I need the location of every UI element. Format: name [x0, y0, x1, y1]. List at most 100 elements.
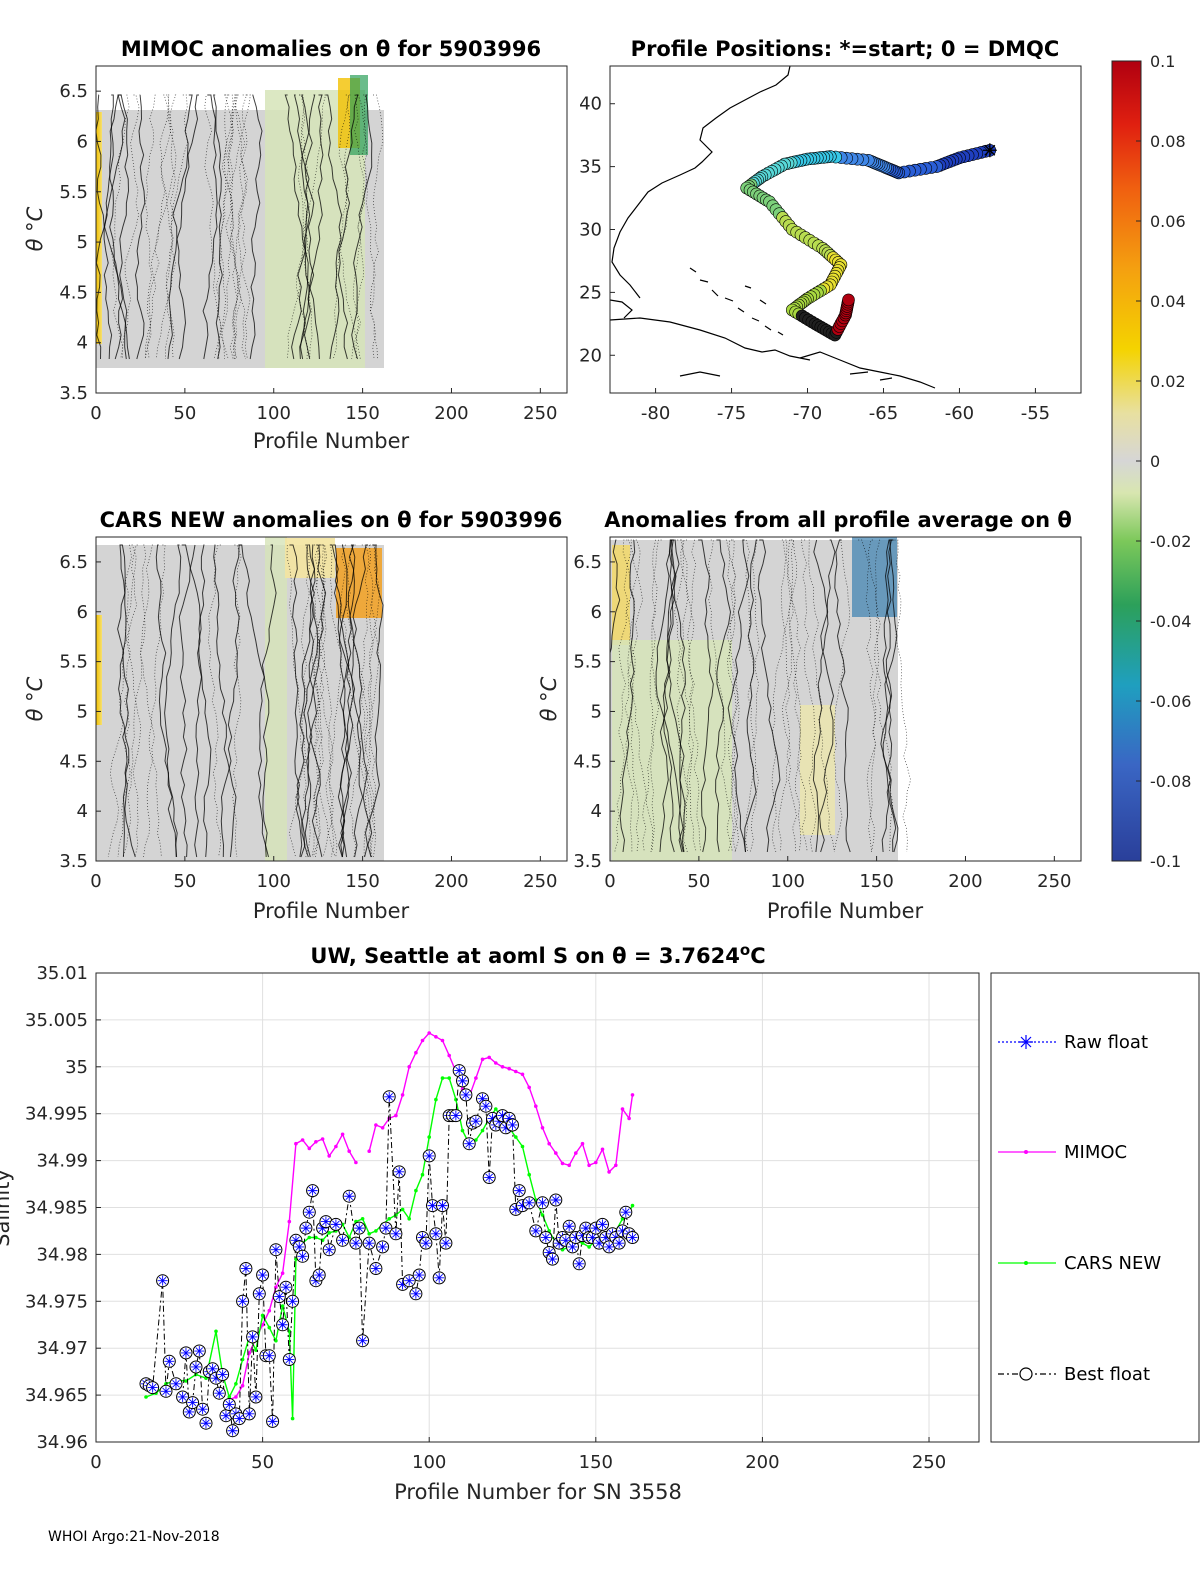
contour-line [880, 539, 897, 853]
contour-line [176, 94, 199, 360]
series-point [274, 1285, 278, 1289]
contour-line [682, 539, 697, 853]
x-tick-label: 150 [579, 1452, 613, 1473]
cars-anomaly-panel: CARS NEW anomalies on θ for 5903996 0 50 1… [23, 508, 568, 923]
avg-anomaly-ticks: 0 50 100 150 200 250 3.5 4 4.5 5 5.5 6 6.5 [573, 552, 1071, 892]
contour-line [299, 94, 313, 360]
raw-float-point [190, 1361, 201, 1372]
x-tick-label: -55 [1021, 403, 1050, 424]
raw-float-point [564, 1221, 575, 1232]
contour-line [249, 94, 263, 360]
series-point [480, 1128, 485, 1133]
contour-line [833, 539, 851, 853]
asterisk-icon [1019, 1035, 1033, 1049]
y-tick-label: 34.96 [36, 1432, 88, 1453]
raw-float-point [257, 1270, 268, 1281]
contour-line [351, 94, 373, 360]
contour-line [366, 544, 376, 858]
y-tick-label: 6 [77, 602, 88, 623]
y-tick-label: 6.5 [59, 552, 88, 573]
x-tick-label: 100 [257, 403, 291, 424]
raw-float-point [320, 1216, 331, 1227]
series-point [507, 1066, 512, 1071]
y-tick-label: 34.98 [36, 1244, 88, 1265]
contour-line [238, 544, 270, 858]
series-point [267, 1325, 272, 1330]
raw-float-point [214, 1388, 225, 1399]
raw-float-point [450, 1110, 461, 1121]
series-point [380, 1126, 385, 1130]
contour-line [800, 539, 817, 853]
series-point [527, 1172, 531, 1177]
mimoc-anomaly-xlabel: Profile Number [253, 429, 410, 453]
mimoc-anomaly-title: MIMOC anomalies on θ for 5903996 [121, 37, 541, 61]
series-point [620, 1107, 625, 1111]
y-tick-label: 35 [65, 1057, 88, 1078]
series-point [327, 1154, 332, 1158]
contour-line [143, 544, 166, 858]
contour-line [642, 539, 660, 853]
raw-float-point [220, 1410, 231, 1421]
cars-green-band [265, 537, 287, 861]
contour-line [333, 544, 348, 858]
y-tick-label: 5.5 [573, 652, 602, 673]
contour-line [213, 94, 234, 360]
contour-line [680, 539, 702, 853]
contour-line [332, 94, 351, 360]
contour-line [295, 544, 315, 858]
salinity-xlabel: Profile Number for SN 3558 [394, 1480, 682, 1504]
x-tick-label: 0 [90, 1452, 101, 1473]
raw-float-point [377, 1241, 388, 1252]
series-point [594, 1160, 598, 1165]
contour-line [361, 544, 381, 858]
raw-float-point [330, 1219, 341, 1230]
raw-float-point [280, 1282, 291, 1293]
contour-line [257, 544, 277, 858]
contour-line [122, 544, 153, 858]
contour-line [213, 94, 223, 360]
x-tick-label: 150 [345, 871, 379, 892]
mimoc-contours [96, 94, 384, 360]
series-point [280, 1271, 285, 1275]
x-tick-label: 200 [948, 871, 982, 892]
series-point [414, 1050, 418, 1055]
series-point [354, 1160, 358, 1165]
y-tick-label: 6 [77, 131, 88, 152]
contour-line [104, 94, 126, 360]
series-point [234, 1382, 238, 1386]
series-point [434, 1035, 438, 1039]
series-point [607, 1170, 611, 1174]
contour-line [708, 539, 735, 853]
legend-best-float: Best float [998, 1364, 1150, 1385]
cars-anomaly-ticks: 0 50 100 150 200 250 3.5 4 4.5 5 5.5 6 6.5 [59, 552, 557, 892]
cars-warm-band [96, 615, 102, 725]
contour-line [885, 539, 899, 853]
raw-float-point [510, 1204, 521, 1215]
raw-float-point [310, 1275, 321, 1286]
raw-float-point [357, 1335, 368, 1346]
mimoc-anomaly-ylabel: θ °C [23, 206, 47, 251]
contour-line [834, 539, 851, 853]
x-tick-label: 100 [257, 871, 291, 892]
series-point [580, 1141, 585, 1146]
contour-line [667, 539, 686, 853]
y-tick-label: 34.965 [25, 1385, 88, 1406]
series-point [387, 1217, 392, 1221]
series-point [367, 1232, 372, 1236]
contour-line [813, 539, 835, 853]
contour-line [144, 94, 156, 360]
raw-float-point [247, 1331, 258, 1342]
legend-mimoc-label: MIMOC [1064, 1142, 1127, 1163]
series-point [240, 1357, 245, 1362]
x-tick-label: -60 [945, 403, 974, 424]
contour-line [181, 544, 203, 858]
contour-line [286, 544, 311, 858]
colorbar-ticks: 0.1 0.08 0.06 0.04 0.02 0 -0.02 -0.04 -0.06 -0.08… [1136, 52, 1191, 871]
contour-line [308, 94, 324, 360]
contour-line [351, 94, 368, 360]
contour-line [220, 544, 242, 858]
coastline [610, 66, 997, 389]
colorbar-tick-label: 0.08 [1150, 132, 1186, 151]
x-tick-label: 200 [745, 1452, 779, 1473]
contour-line [290, 544, 306, 858]
